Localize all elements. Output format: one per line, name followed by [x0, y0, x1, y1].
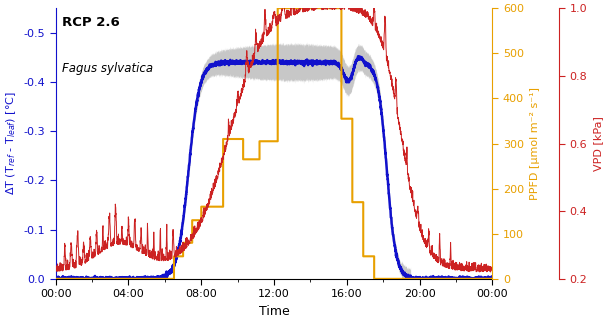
Text: Fagus sylvatica: Fagus sylvatica	[63, 62, 154, 75]
Text: RCP 2.6: RCP 2.6	[63, 16, 120, 29]
Y-axis label: VPD [kPa]: VPD [kPa]	[593, 116, 603, 171]
X-axis label: Time: Time	[259, 305, 290, 318]
Y-axis label: $\Delta$T (T$_{ref}$ - T$_{leaf}$) [°C]: $\Delta$T (T$_{ref}$ - T$_{leaf}$) [°C]	[4, 91, 18, 195]
Y-axis label: PPFD [µmol m⁻² s⁻¹]: PPFD [µmol m⁻² s⁻¹]	[529, 87, 540, 200]
